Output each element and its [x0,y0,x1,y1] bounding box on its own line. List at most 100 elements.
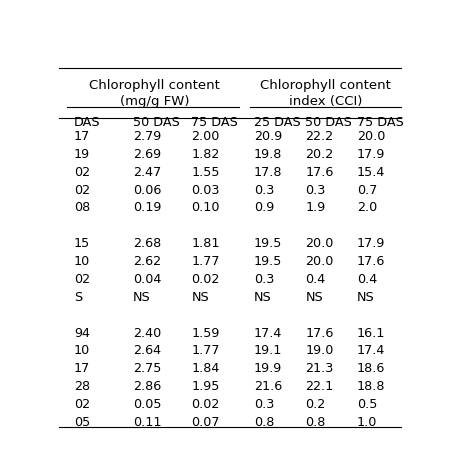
Text: (mg/g FW): (mg/g FW) [120,95,190,108]
Text: 1.82: 1.82 [191,148,220,161]
Text: 0.3: 0.3 [254,273,274,286]
Text: 75 DAS: 75 DAS [191,116,238,129]
Text: index (CCI): index (CCI) [289,95,362,108]
Text: 02: 02 [74,183,90,197]
Text: 0.4: 0.4 [305,273,326,286]
Text: 02: 02 [74,398,90,411]
Text: 1.9: 1.9 [305,201,326,214]
Text: 17: 17 [74,362,90,375]
Text: 25 DAS: 25 DAS [254,116,301,129]
Text: 1.84: 1.84 [191,362,220,375]
Text: 0.9: 0.9 [254,201,274,214]
Text: 0.03: 0.03 [191,183,220,197]
Text: 19.0: 19.0 [305,345,334,357]
Text: 02: 02 [74,165,90,179]
Text: NS: NS [305,291,323,304]
Text: NS: NS [254,291,272,304]
Text: 08: 08 [74,201,90,214]
Text: 0.05: 0.05 [133,398,161,411]
Text: 0.4: 0.4 [357,273,377,286]
Text: 2.0: 2.0 [357,201,377,214]
Text: 0.3: 0.3 [254,398,274,411]
Text: 10: 10 [74,255,90,268]
Text: 17.9: 17.9 [357,148,385,161]
Text: 1.81: 1.81 [191,237,220,250]
Text: 02: 02 [74,273,90,286]
Text: 75 DAS: 75 DAS [357,116,404,129]
Text: 94: 94 [74,327,90,339]
Text: 17.6: 17.6 [305,165,334,179]
Text: 2.47: 2.47 [133,165,161,179]
Text: 0.8: 0.8 [305,416,326,429]
Text: 17.6: 17.6 [305,327,334,339]
Text: 0.3: 0.3 [305,183,326,197]
Text: 2.00: 2.00 [191,130,220,143]
Text: 0.02: 0.02 [191,398,220,411]
Text: 18.8: 18.8 [357,380,385,393]
Text: 19.9: 19.9 [254,362,282,375]
Text: 15.4: 15.4 [357,165,385,179]
Text: 2.40: 2.40 [133,327,161,339]
Text: NS: NS [191,291,209,304]
Text: 1.95: 1.95 [191,380,220,393]
Text: 17.6: 17.6 [357,255,385,268]
Text: 1.77: 1.77 [191,345,220,357]
Text: 17.4: 17.4 [357,345,385,357]
Text: 0.19: 0.19 [133,201,161,214]
Text: 19.5: 19.5 [254,255,283,268]
Text: 17.4: 17.4 [254,327,283,339]
Text: 21.3: 21.3 [305,362,334,375]
Text: 0.5: 0.5 [357,398,377,411]
Text: 18.6: 18.6 [357,362,385,375]
Text: 20.0: 20.0 [357,130,385,143]
Text: Chlorophyll content: Chlorophyll content [260,79,391,92]
Text: S: S [74,291,82,304]
Text: 20.2: 20.2 [305,148,334,161]
Text: 50 DAS: 50 DAS [305,116,352,129]
Text: 0.2: 0.2 [305,398,326,411]
Text: 2.75: 2.75 [133,362,161,375]
Text: 1.59: 1.59 [191,327,220,339]
Text: 2.64: 2.64 [133,345,161,357]
Text: 0.11: 0.11 [133,416,161,429]
Text: 0.06: 0.06 [133,183,161,197]
Text: 20.9: 20.9 [254,130,282,143]
Text: 19: 19 [74,148,90,161]
Text: 50 DAS: 50 DAS [133,116,180,129]
Text: 16.1: 16.1 [357,327,385,339]
Text: 2.69: 2.69 [133,148,161,161]
Text: 05: 05 [74,416,90,429]
Text: 19.5: 19.5 [254,237,283,250]
Text: 2.86: 2.86 [133,380,161,393]
Text: 2.62: 2.62 [133,255,161,268]
Text: 22.1: 22.1 [305,380,334,393]
Text: 0.04: 0.04 [133,273,161,286]
Text: 22.2: 22.2 [305,130,334,143]
Text: 10: 10 [74,345,90,357]
Text: 0.07: 0.07 [191,416,220,429]
Text: 15: 15 [74,237,90,250]
Text: 0.3: 0.3 [254,183,274,197]
Text: 1.77: 1.77 [191,255,220,268]
Text: 17.9: 17.9 [357,237,385,250]
Text: 1.0: 1.0 [357,416,377,429]
Text: 0.7: 0.7 [357,183,377,197]
Text: 17: 17 [74,130,90,143]
Text: 0.8: 0.8 [254,416,274,429]
Text: 20.0: 20.0 [305,237,334,250]
Text: 19.8: 19.8 [254,148,283,161]
Text: 20.0: 20.0 [305,255,334,268]
Text: 19.1: 19.1 [254,345,283,357]
Text: DAS: DAS [74,116,100,129]
Text: 28: 28 [74,380,90,393]
Text: 2.79: 2.79 [133,130,161,143]
Text: 21.6: 21.6 [254,380,282,393]
Text: Chlorophyll content: Chlorophyll content [89,79,220,92]
Text: NS: NS [133,291,150,304]
Text: 2.68: 2.68 [133,237,161,250]
Text: NS: NS [357,291,374,304]
Text: 0.02: 0.02 [191,273,220,286]
Text: 17.8: 17.8 [254,165,283,179]
Text: 0.10: 0.10 [191,201,220,214]
Text: 1.55: 1.55 [191,165,220,179]
